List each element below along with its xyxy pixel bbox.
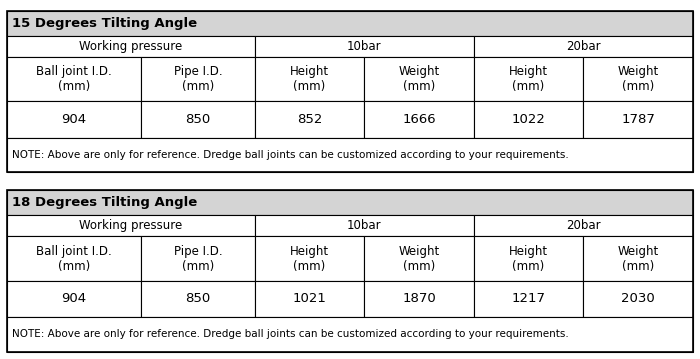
FancyBboxPatch shape	[255, 236, 364, 281]
Text: 18 Degrees Tilting Angle: 18 Degrees Tilting Angle	[13, 196, 197, 209]
Text: Weight
(mm): Weight (mm)	[617, 244, 659, 272]
Text: 904: 904	[62, 293, 87, 306]
Text: 1870: 1870	[402, 293, 436, 306]
FancyBboxPatch shape	[255, 281, 364, 317]
FancyBboxPatch shape	[364, 101, 474, 137]
Text: Height
(mm): Height (mm)	[509, 244, 548, 272]
Text: NOTE: Above are only for reference. Dredge ball joints can be customized accordi: NOTE: Above are only for reference. Dred…	[13, 330, 569, 340]
Text: NOTE: Above are only for reference. Dredge ball joints can be customized accordi: NOTE: Above are only for reference. Dred…	[13, 150, 569, 160]
FancyBboxPatch shape	[255, 57, 364, 101]
FancyBboxPatch shape	[7, 11, 693, 36]
Text: 1021: 1021	[293, 293, 326, 306]
FancyBboxPatch shape	[474, 236, 583, 281]
Text: 904: 904	[62, 113, 87, 126]
Text: 850: 850	[186, 113, 211, 126]
Text: 1666: 1666	[402, 113, 436, 126]
Text: 1787: 1787	[622, 113, 655, 126]
FancyBboxPatch shape	[474, 57, 583, 101]
FancyBboxPatch shape	[474, 36, 693, 57]
Text: Working pressure: Working pressure	[79, 40, 183, 53]
FancyBboxPatch shape	[474, 215, 693, 236]
Text: Pipe I.D.
(mm): Pipe I.D. (mm)	[174, 244, 223, 272]
FancyBboxPatch shape	[7, 236, 141, 281]
Text: Weight
(mm): Weight (mm)	[617, 65, 659, 93]
FancyBboxPatch shape	[141, 57, 255, 101]
Text: 10bar: 10bar	[346, 219, 382, 232]
FancyBboxPatch shape	[474, 281, 583, 317]
FancyBboxPatch shape	[7, 317, 693, 352]
FancyBboxPatch shape	[7, 190, 693, 215]
Text: 10bar: 10bar	[346, 40, 382, 53]
FancyBboxPatch shape	[141, 236, 255, 281]
Text: Working pressure: Working pressure	[79, 219, 183, 232]
Text: 20bar: 20bar	[566, 219, 601, 232]
Text: Ball joint I.D.
(mm): Ball joint I.D. (mm)	[36, 65, 112, 93]
Text: 1217: 1217	[512, 293, 545, 306]
FancyBboxPatch shape	[255, 36, 474, 57]
FancyBboxPatch shape	[255, 101, 364, 137]
Text: 1022: 1022	[512, 113, 545, 126]
FancyBboxPatch shape	[7, 281, 141, 317]
Text: 2030: 2030	[622, 293, 655, 306]
FancyBboxPatch shape	[7, 36, 255, 57]
FancyBboxPatch shape	[7, 57, 141, 101]
Text: 852: 852	[297, 113, 322, 126]
Text: Weight
(mm): Weight (mm)	[398, 65, 440, 93]
FancyBboxPatch shape	[583, 236, 693, 281]
Text: 15 Degrees Tilting Angle: 15 Degrees Tilting Angle	[13, 17, 197, 30]
FancyBboxPatch shape	[364, 57, 474, 101]
FancyBboxPatch shape	[141, 281, 255, 317]
Text: 850: 850	[186, 293, 211, 306]
FancyBboxPatch shape	[364, 236, 474, 281]
Text: Ball joint I.D.
(mm): Ball joint I.D. (mm)	[36, 244, 112, 272]
Text: Height
(mm): Height (mm)	[290, 65, 329, 93]
Text: Height
(mm): Height (mm)	[290, 244, 329, 272]
FancyBboxPatch shape	[7, 101, 141, 137]
Text: Height
(mm): Height (mm)	[509, 65, 548, 93]
FancyBboxPatch shape	[255, 215, 474, 236]
FancyBboxPatch shape	[583, 281, 693, 317]
Text: Pipe I.D.
(mm): Pipe I.D. (mm)	[174, 65, 223, 93]
FancyBboxPatch shape	[474, 101, 583, 137]
Text: Weight
(mm): Weight (mm)	[398, 244, 440, 272]
FancyBboxPatch shape	[364, 281, 474, 317]
FancyBboxPatch shape	[583, 101, 693, 137]
FancyBboxPatch shape	[7, 215, 255, 236]
FancyBboxPatch shape	[141, 101, 255, 137]
FancyBboxPatch shape	[7, 137, 693, 172]
Text: 20bar: 20bar	[566, 40, 601, 53]
FancyBboxPatch shape	[583, 57, 693, 101]
